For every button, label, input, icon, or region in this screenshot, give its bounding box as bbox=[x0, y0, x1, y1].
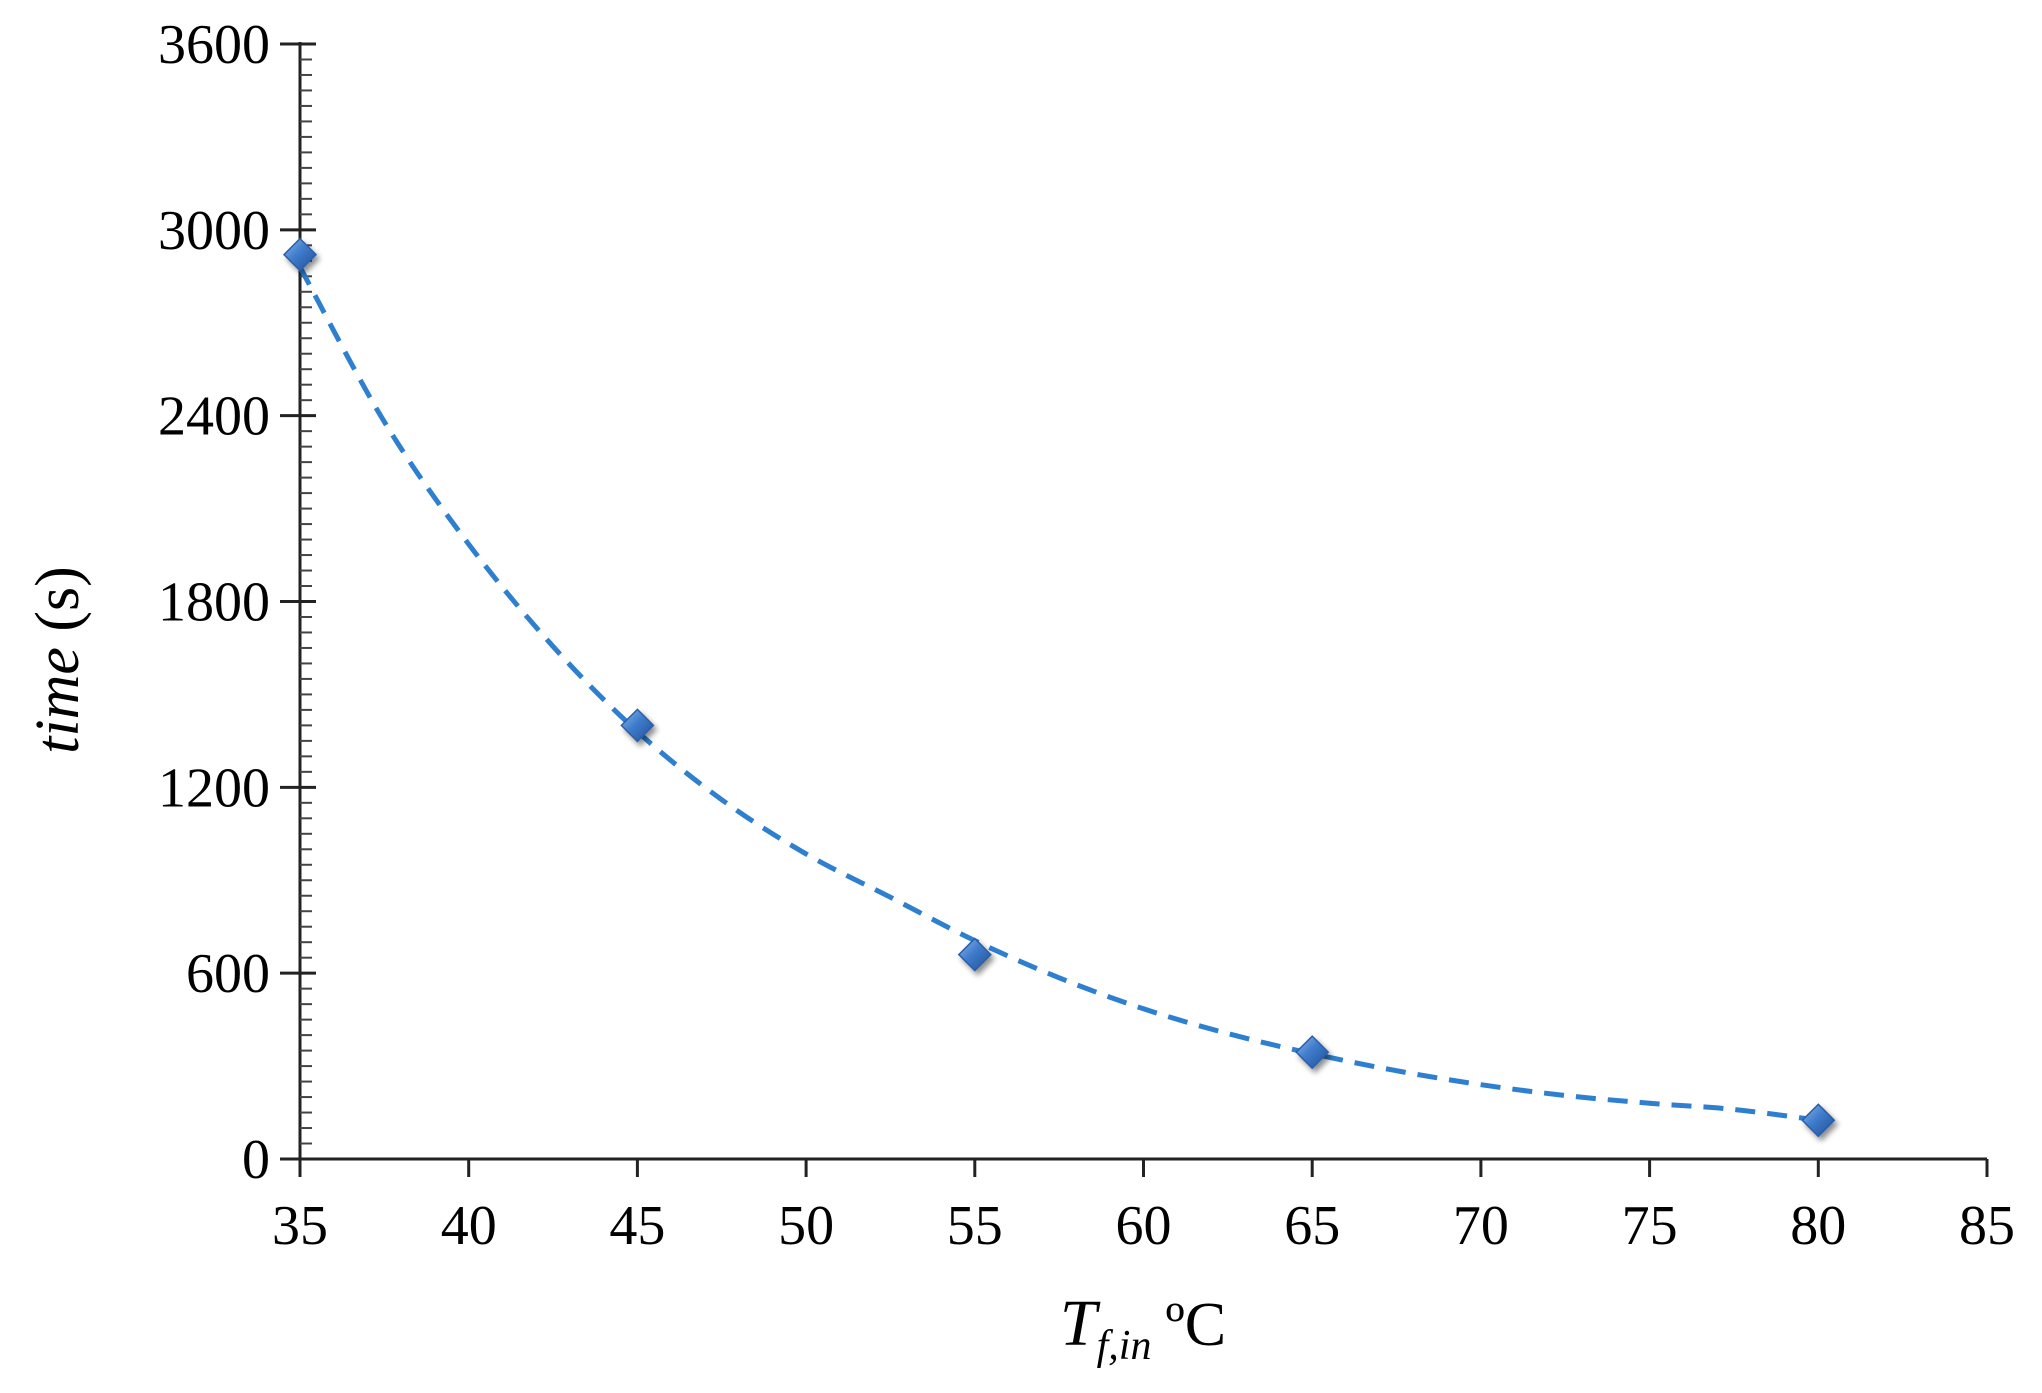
axes bbox=[280, 42, 1989, 1177]
x-axis-title-main: T bbox=[1060, 1287, 1101, 1360]
y-tick-label: 3000 bbox=[158, 200, 270, 262]
y-axis-title: time (s) bbox=[24, 566, 92, 754]
data-point-marker bbox=[957, 937, 992, 972]
x-tick-label: 65 bbox=[1284, 1195, 1340, 1257]
x-tick-label: 55 bbox=[947, 1195, 1003, 1257]
x-tick-label: 60 bbox=[1116, 1195, 1172, 1257]
x-tick-label: 40 bbox=[441, 1195, 497, 1257]
x-tick-label: 80 bbox=[1790, 1195, 1846, 1257]
x-axis-title-unit: ºC bbox=[1165, 1291, 1226, 1359]
x-tick-label: 85 bbox=[1959, 1195, 2015, 1257]
trendline-layer bbox=[297, 265, 1819, 1123]
axis-labels-layer: 0 600 1200 1800 2400 3000 3600 35 40 45 50 55 60 65 70… bbox=[24, 14, 2015, 1369]
x-axis-title: Tf,in ºC bbox=[1060, 1287, 1226, 1369]
data-points-layer bbox=[282, 237, 1836, 1138]
data-point-marker bbox=[620, 708, 655, 743]
y-tick-label: 2400 bbox=[158, 386, 270, 448]
x-tick-label: 35 bbox=[272, 1195, 328, 1257]
y-tick-label: 1800 bbox=[158, 572, 270, 634]
x-tick-label: 70 bbox=[1453, 1195, 1509, 1257]
y-axis-title-unit: (s) bbox=[24, 566, 92, 631]
data-point-marker bbox=[1295, 1035, 1330, 1070]
data-point-marker bbox=[1801, 1103, 1836, 1138]
x-tick-label: 75 bbox=[1622, 1195, 1678, 1257]
y-axis-title-main: time bbox=[24, 632, 92, 754]
trendline-path bbox=[297, 265, 1819, 1123]
y-tick-label: 600 bbox=[186, 943, 270, 1005]
x-tick-label: 50 bbox=[778, 1195, 834, 1257]
x-tick-label: 45 bbox=[609, 1195, 665, 1257]
y-tick-label: 1200 bbox=[158, 757, 270, 819]
y-tick-label: 3600 bbox=[158, 14, 270, 76]
x-axis-title-subscript: f,in bbox=[1097, 1323, 1152, 1369]
y-tick-label: 0 bbox=[242, 1129, 270, 1191]
data-point-marker bbox=[282, 237, 318, 272]
